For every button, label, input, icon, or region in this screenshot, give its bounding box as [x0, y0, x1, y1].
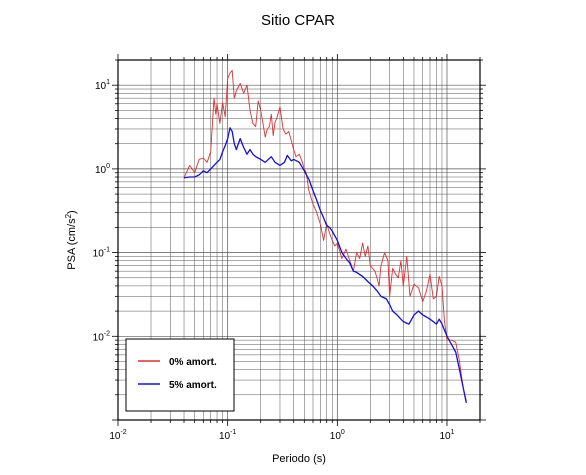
legend-label-0pct: 0% amort.: [169, 357, 217, 368]
tick-label-x: 10-2: [109, 429, 126, 442]
grid: [117, 59, 481, 421]
tick-label-y: 10-2: [93, 330, 110, 343]
plot-frame: [117, 59, 481, 421]
legend: 0% amort. 5% amort.: [125, 338, 235, 412]
x-axis-label: Periodo (s): [272, 453, 326, 465]
tick-label-y: 10-1: [93, 247, 110, 260]
tick-label-y: 101: [95, 79, 110, 92]
tick-label-x: 100: [330, 429, 345, 442]
series-line-0pct: [183, 70, 467, 401]
y-axis-label: PSA (cm/s2): [64, 210, 78, 269]
legend-label-5pct: 5% amort.: [169, 380, 217, 391]
series-line-5pct: [183, 127, 467, 404]
tick-label-x: 101: [439, 429, 454, 442]
chart-title: Sitio CPAR: [261, 12, 335, 29]
legend-box: [125, 338, 235, 412]
series-layer: [183, 70, 467, 404]
tick-label-x: 10-1: [219, 429, 236, 442]
tick-label-y: 100: [95, 163, 110, 176]
